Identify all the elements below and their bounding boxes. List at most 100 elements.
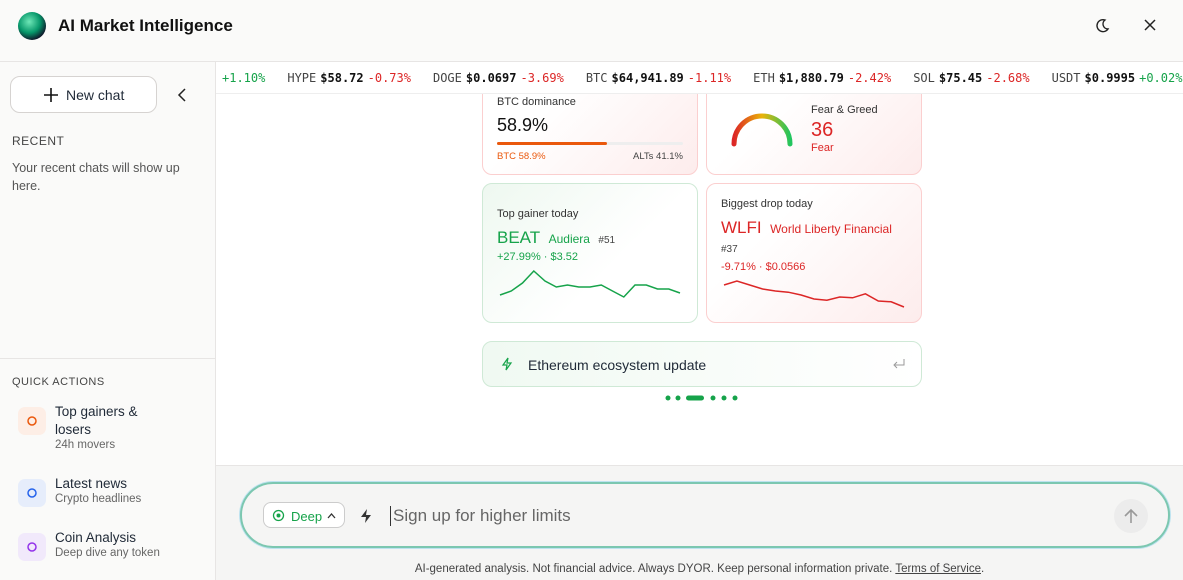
card-label: Top gainer today — [497, 208, 579, 220]
chat-input[interactable]: Deep Sign up for higher limits — [240, 482, 1170, 548]
ticker-item: SOL $75.45 -2.68% — [913, 71, 1029, 85]
mode-selector[interactable]: Deep — [263, 502, 345, 528]
logo — [18, 12, 46, 40]
quick-action[interactable]: Coin Analysis Deep dive any token — [18, 529, 208, 579]
collapse-button[interactable] — [176, 88, 188, 102]
fear-greed-card: Fear & Greed 36 Fear — [706, 94, 922, 175]
quick-action[interactable]: Top gainers & losers 24h movers — [18, 403, 208, 453]
quick-action-subtitle: Crypto headlines — [55, 493, 142, 505]
chevron — [327, 513, 336, 519]
suggestion[interactable]: Ethereum ecosystem update — [482, 341, 922, 387]
ticker-item: HYPE $58.72 -0.73% — [287, 71, 411, 85]
coin-stats: -9.71% · $0.0566 — [721, 261, 806, 273]
composer: Deep Sign up for higher limits AI-genera… — [216, 465, 1183, 580]
ticker-change: -0.73% — [367, 71, 411, 85]
ticker-symbol: BTC — [585, 71, 608, 85]
ticker-price: $0.9995 — [1084, 71, 1136, 85]
ticker-change: +0.02% — [1139, 71, 1183, 85]
sparkline-line — [723, 280, 905, 308]
recent-title: RECENT — [12, 134, 65, 148]
footer-end: . — [980, 563, 985, 575]
card-value: 58.9% — [497, 115, 549, 135]
ticker-change: -1.11% — [687, 71, 732, 85]
new-chat-label: New chat — [66, 87, 125, 103]
coin-line: BEAT Audiera #51 — [497, 228, 615, 248]
main: BTC dominance 58.9% BTC 58.9% ALTs 41.1%… — [216, 94, 1183, 465]
coin-name: Audiera — [548, 232, 590, 246]
biggest-drop-card: Biggest drop today WLFI World Liberty Fi… — [706, 183, 922, 323]
send-button[interactable] — [1114, 499, 1148, 533]
app-title: AI Market Intelligence — [58, 16, 233, 35]
ticker-item: DOGE $0.0697 -3.69% — [433, 71, 564, 85]
ticker-symbol: ETH — [753, 71, 775, 85]
theme-toggle[interactable] — [1094, 18, 1110, 34]
header: AI Market Intelligence — [0, 0, 1183, 62]
ticker-price: $0.0697 — [465, 71, 517, 85]
sparkline-line — [499, 269, 681, 298]
card-label: Fear & Greed — [811, 104, 878, 116]
top-gainer-card: Top gainer today BEAT Audiera #51 +27.99… — [482, 183, 698, 323]
mode-label: Deep — [291, 509, 323, 524]
btc-dominance-card: BTC dominance 58.9% BTC 58.9% ALTs 41.1% — [482, 94, 698, 175]
carousel-dots[interactable] — [662, 393, 742, 403]
sidebar: New chat RECENT Your recent chats will s… — [0, 62, 216, 580]
sparkline — [723, 280, 905, 308]
btc-share: BTC 58.9% — [497, 151, 546, 162]
fear-greed-value: 36 — [811, 119, 834, 141]
new-chat-button[interactable]: New chat — [10, 76, 157, 113]
icon-glyph — [27, 488, 37, 498]
icon-glyph — [27, 416, 37, 426]
recent-empty: Your recent chats will show up here. — [12, 161, 180, 193]
coin-name: World Liberty Financial — [770, 222, 892, 236]
coin-symbol: WLFI — [721, 218, 762, 237]
ticker-item: BTC $64,941.89 -1.11% — [586, 71, 731, 85]
ticker-symbol: USDT — [1051, 71, 1081, 85]
quick-action-subtitle: Deep dive any token — [55, 547, 160, 559]
card-label: Biggest drop today — [721, 198, 813, 210]
card-label: BTC dominance — [497, 96, 576, 108]
ticker-change: -2.42% — [847, 71, 892, 85]
quick-action[interactable]: Latest news Crypto headlines — [18, 475, 208, 525]
ticker-item: +1.10% — [222, 71, 265, 85]
quick-action-subtitle: 24h movers — [55, 439, 116, 451]
ticker-price: $75.45 — [938, 71, 983, 85]
ticker-change: +1.10% — [222, 71, 266, 85]
quick-action-title: Coin Analysis — [55, 530, 137, 545]
quick-action-icon — [18, 533, 46, 561]
quick-action-icon — [18, 479, 46, 507]
alt-share: ALTs 41.1% — [633, 151, 683, 162]
quick-actions: QUICK ACTIONS Top gainers & losers 24h mo… — [0, 358, 215, 580]
mode-icon — [272, 509, 285, 522]
ticker-change: -3.69% — [520, 71, 564, 85]
icon-glyph — [27, 542, 37, 552]
fear-greed-status: Fear — [811, 142, 834, 154]
arrow-up — [1124, 508, 1138, 523]
bolt-button[interactable] — [360, 508, 372, 524]
coin-line: WLFI World Liberty Financial — [721, 218, 892, 238]
coin-symbol: BEAT — [497, 228, 541, 247]
ticker-price: $58.72 — [320, 71, 364, 85]
ticker: +1.10% HYPE $58.72 -0.73% DOGE $0.0697 -3.69% B… — [216, 62, 1183, 94]
dominance-bar — [497, 142, 607, 145]
ticker-change: -2.68% — [986, 71, 1030, 85]
bolt-icon — [501, 357, 513, 371]
ticker-item: ETH $1,880.79 -2.42% — [753, 71, 891, 85]
coin-rank: #51 — [598, 235, 616, 246]
close-button[interactable] — [1143, 18, 1157, 32]
quick-action-title: Latest news — [55, 476, 128, 491]
coin-rank: #37 — [721, 244, 738, 255]
footer: AI-generated analysis. Not financial adv… — [216, 563, 1183, 575]
quick-action-icon — [18, 407, 46, 435]
dominance-track — [497, 142, 683, 145]
placeholder: Sign up for higher limits — [390, 506, 571, 526]
ticker-price: $64,941.89 — [611, 71, 684, 85]
plus-icon — [44, 88, 58, 102]
ticker-symbol: DOGE — [432, 71, 462, 85]
quick-action-title: Top gainers & losers — [55, 404, 138, 437]
disclaimer: AI-generated analysis. Not financial adv… — [414, 563, 893, 575]
coin-stats: +27.99% · $3.52 — [497, 251, 579, 263]
enter-icon — [893, 359, 905, 369]
terms-link[interactable]: Terms of Service — [895, 563, 981, 575]
quick-title: QUICK ACTIONS — [12, 376, 105, 388]
